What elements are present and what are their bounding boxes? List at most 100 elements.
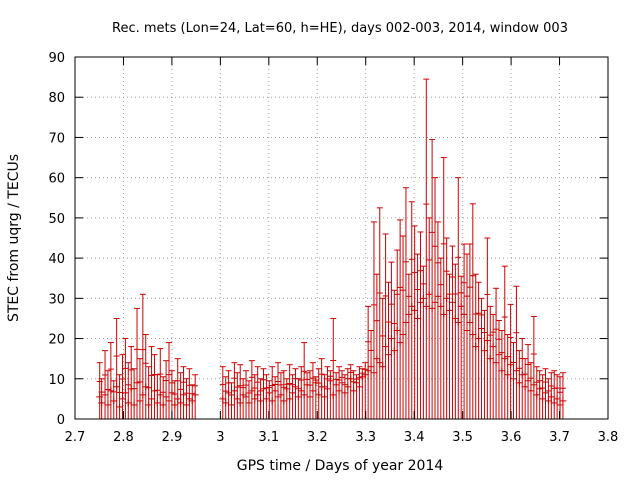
data-point [165, 342, 173, 419]
data-point [437, 257, 445, 419]
x-tick-label: 3.3 [355, 430, 376, 445]
data-point [262, 374, 270, 419]
x-tick-label: 3.2 [307, 430, 328, 445]
data-point [188, 384, 196, 419]
data-point [385, 281, 393, 419]
axes [74, 56, 609, 420]
data-point [306, 370, 314, 419]
data-point [399, 235, 407, 419]
data-point [414, 253, 422, 419]
data-point [463, 253, 471, 419]
y-tick-label: 60 [48, 172, 65, 187]
data-point [454, 177, 462, 419]
data-point [387, 261, 395, 419]
data-point [382, 233, 390, 419]
data-point [466, 243, 474, 419]
y-tick-label: 80 [48, 91, 65, 106]
data-point [416, 231, 424, 419]
data-point [469, 203, 477, 419]
x-tick-label: 3.1 [258, 430, 279, 445]
data-point [405, 273, 413, 419]
data-point [536, 370, 544, 419]
data-point [422, 78, 430, 419]
data-point [457, 275, 465, 419]
data-point [274, 362, 282, 419]
x-axis-label: GPS time / Days of year 2014 [237, 458, 444, 474]
data-point [527, 362, 535, 419]
x-tick-labels: 2.7 2.8 2.9 3 3.1 3.2 3.3 3.4 3.5 3.6 3.7 3.8 [65, 430, 619, 445]
data-series [96, 78, 567, 419]
data-point [521, 358, 529, 419]
data-point [507, 303, 515, 419]
y-tick-label: 90 [48, 51, 65, 66]
data-point [544, 378, 552, 419]
data-point [136, 358, 144, 419]
data-point [533, 366, 541, 419]
data-point [402, 187, 410, 419]
data-point [353, 374, 361, 419]
data-point [355, 366, 363, 419]
data-point [118, 354, 126, 419]
data-point [553, 374, 561, 419]
data-point [268, 366, 276, 419]
data-point [419, 265, 427, 419]
data-point [347, 364, 355, 419]
data-point [411, 225, 419, 419]
x-tick-label: 3.4 [404, 430, 425, 445]
data-point [478, 297, 486, 419]
y-tick-label: 30 [48, 292, 65, 307]
data-point [191, 374, 199, 419]
data-point [434, 221, 442, 419]
y-tick-label: 40 [48, 252, 65, 267]
data-point [431, 177, 439, 419]
data-point [547, 372, 555, 419]
data-point [425, 217, 433, 419]
data-point [297, 366, 305, 419]
data-point [236, 364, 244, 419]
y-axis-label: STEC from uqrg / TECUs [6, 154, 22, 322]
data-point [245, 380, 253, 419]
data-point [361, 362, 369, 419]
data-point [492, 287, 500, 419]
y-tick-labels: 0 10 20 30 40 50 60 70 80 90 [48, 51, 65, 428]
data-point [113, 317, 121, 419]
data-point [130, 368, 138, 419]
data-point [289, 374, 297, 419]
data-point [116, 374, 124, 419]
data-point [498, 330, 506, 419]
plot-frame [74, 56, 609, 420]
data-point [233, 372, 241, 419]
data-point [390, 289, 398, 419]
data-point [177, 372, 185, 419]
y-tick-label: 20 [48, 333, 65, 348]
data-point [98, 378, 106, 419]
data-point [489, 313, 497, 419]
x-tick-label: 2.8 [113, 430, 134, 445]
data-point [515, 350, 523, 419]
data-point [254, 366, 262, 419]
x-tick-label: 3 [216, 430, 224, 445]
data-point [376, 207, 384, 419]
data-point [323, 366, 331, 419]
data-point [335, 366, 343, 419]
x-tick-label: 3.8 [598, 430, 619, 445]
data-point [559, 372, 567, 419]
data-point [96, 362, 104, 419]
data-point [373, 273, 381, 419]
x-tick-label: 3.6 [501, 430, 522, 445]
data-point [440, 157, 448, 419]
data-point [443, 237, 451, 419]
y-tick-label: 50 [48, 212, 65, 227]
data-point [510, 342, 518, 419]
data-point [124, 362, 132, 419]
data-point [446, 273, 454, 419]
data-point [271, 376, 279, 419]
data-point [228, 382, 236, 419]
chart-title: Rec. mets (Lon=24, Lat=60, h=HE), days 0… [112, 21, 568, 36]
y-tick-label: 10 [48, 373, 65, 388]
y-tick-label: 70 [48, 131, 65, 146]
data-point [367, 330, 375, 419]
data-point [329, 317, 337, 419]
data-point [341, 374, 349, 419]
